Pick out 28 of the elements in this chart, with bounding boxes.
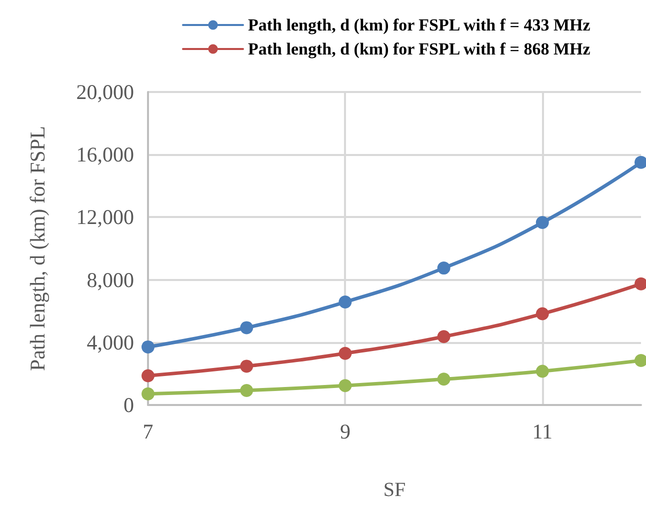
point [240,384,254,397]
y-tick-label: 12,000 [76,205,134,230]
point [437,262,450,275]
point [142,340,154,354]
y-tick-label: 0 [124,393,134,417]
x-axis-title: SF [383,479,406,501]
y-tick-label: 8,000 [86,268,134,292]
y-tick-label: 20,000 [76,80,134,104]
point [536,307,549,320]
x-tick-label: 11 [532,420,553,444]
legend-label: Path length, d (km) for FSPL with f = 433 MHz [248,16,591,34]
point [536,364,549,378]
point [338,379,352,392]
point [240,360,254,373]
legend-label: Path length, d (km) for FSPL with f = 868 MHz [248,40,591,58]
point [536,216,549,230]
y-axis-title: Path length, d (km) for FSPL [26,126,50,371]
y-tick-label: 16,000 [76,142,134,167]
point [437,372,450,386]
point [142,387,154,400]
x-tick-label: 9 [340,420,350,444]
point [142,369,154,382]
y-tick-label: 4,000 [86,330,134,354]
x-tick-label: 7 [142,420,154,444]
point [338,296,352,309]
point [338,346,352,360]
point [437,330,450,344]
point [240,321,254,334]
